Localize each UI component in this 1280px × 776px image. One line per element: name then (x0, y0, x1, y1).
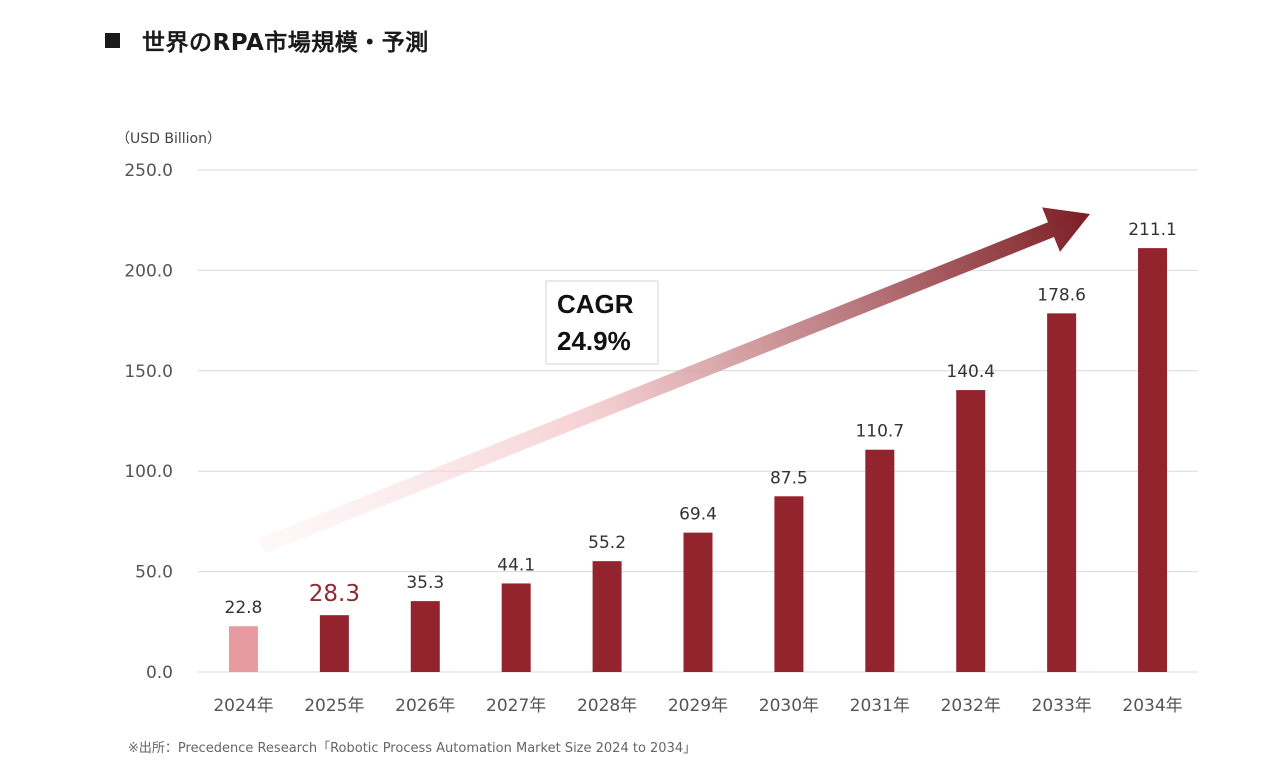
data-label: 140.4 (946, 362, 995, 382)
bar (1047, 313, 1077, 672)
data-label: 211.1 (1128, 220, 1177, 240)
chart-title-block: 世界のRPA市場規模・予測 (105, 22, 429, 58)
chart-title: 世界のRPA市場規模・予測 (142, 30, 429, 56)
x-tick-label: 2029年 (668, 696, 728, 716)
cagr-label: CAGR (557, 289, 634, 319)
x-tick-label: 2030年 (759, 696, 819, 716)
cagr-value: 24.9% (557, 326, 631, 356)
x-tick-label: 2031年 (850, 696, 910, 716)
x-tick-label: 2024年 (213, 696, 273, 716)
trend-arrow (259, 207, 1090, 554)
y-tick-label: 250.0 (124, 161, 173, 181)
x-tick-label: 2033年 (1032, 696, 1092, 716)
y-unit-label: （USD Billion） (116, 131, 221, 147)
x-tick-label: 2027年 (486, 696, 546, 716)
y-tick-label: 50.0 (135, 563, 173, 583)
bar (410, 601, 440, 672)
y-tick-label: 150.0 (124, 362, 173, 382)
y-tick-label: 0.0 (146, 663, 173, 683)
source-note: ※出所：Precedence Research「Robotic Process … (128, 741, 697, 756)
x-tick-label: 2034年 (1122, 696, 1182, 716)
data-label: 44.1 (497, 555, 535, 575)
x-tick-label: 2025年 (304, 696, 364, 716)
data-label: 28.3 (309, 581, 360, 607)
x-tick-label: 2026年 (395, 696, 455, 716)
bar (956, 390, 986, 672)
x-tick-label: 2032年 (941, 696, 1001, 716)
data-label: 55.2 (588, 533, 626, 553)
title-bullet-square (105, 32, 120, 48)
x-tick-label: 2028年 (577, 696, 637, 716)
y-tick-label: 100.0 (124, 462, 173, 482)
bar (1138, 248, 1168, 672)
bar (501, 583, 531, 672)
cagr-box (545, 280, 659, 365)
data-label: 110.7 (855, 422, 904, 442)
bar (774, 496, 804, 672)
bar (683, 532, 713, 672)
data-label: 22.8 (225, 598, 263, 618)
bar (865, 449, 895, 672)
y-tick-label: 200.0 (124, 261, 173, 281)
data-label: 69.4 (679, 505, 717, 525)
bar (319, 615, 349, 672)
data-label: 87.5 (770, 468, 808, 488)
bar (592, 561, 622, 672)
bar (228, 626, 258, 672)
cagr-annotation: CAGR 24.9% (545, 280, 659, 365)
data-label: 35.3 (406, 573, 444, 593)
data-label: 178.6 (1037, 285, 1086, 305)
